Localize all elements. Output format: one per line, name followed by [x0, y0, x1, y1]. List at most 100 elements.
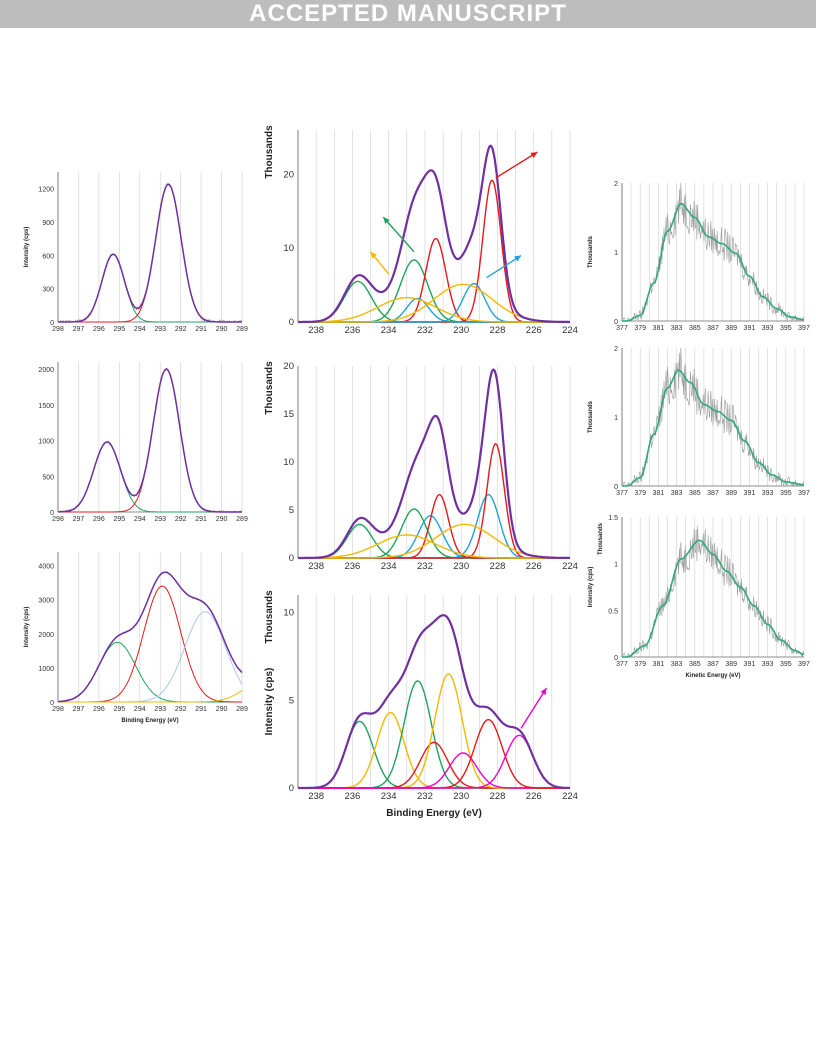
- x-tick-label: 226: [526, 791, 542, 802]
- x-tick-label: 234: [381, 561, 397, 572]
- green-component-peak: [298, 680, 570, 789]
- orange-component-peak: [58, 689, 243, 703]
- x-tick-label: 297: [73, 326, 85, 333]
- x-tick-label: 391: [744, 490, 756, 497]
- magenta-arrow-head: [540, 687, 547, 695]
- x-tick-label: 296: [93, 516, 105, 523]
- x-tick-label: 387: [707, 661, 719, 668]
- x-tick-label: 291: [195, 706, 207, 713]
- y-tick-label: 20: [283, 361, 294, 372]
- x-tick-label: 297: [73, 706, 85, 713]
- red-component-peak: [58, 368, 242, 513]
- x-tick-label: 389: [725, 490, 737, 497]
- y-tick-label: 10: [283, 243, 294, 254]
- x-tick-label: 377: [616, 325, 628, 332]
- x-tick-label: 395: [780, 490, 792, 497]
- x-tick-label: 383: [671, 661, 683, 668]
- green-component-peak: [298, 259, 570, 323]
- x-tick-label: 289: [236, 706, 248, 713]
- x-tick-label: 294: [134, 516, 146, 523]
- x-tick-label: 387: [707, 325, 719, 332]
- x-tick-label: 292: [175, 516, 187, 523]
- green-arrow-head: [383, 217, 390, 224]
- blue-arrow-head: [514, 255, 522, 262]
- raw-data-trace: [621, 347, 805, 488]
- raw-data-trace: [621, 526, 805, 659]
- x-tick-label: 385: [689, 490, 701, 497]
- x-tick-label: 393: [762, 661, 774, 668]
- y-tick-label: 1000: [38, 666, 54, 673]
- x-tick-label: 381: [653, 661, 665, 668]
- x-axis-label: Binding Energy (eV): [121, 718, 178, 724]
- y-axis-label: Thousands: [264, 361, 275, 415]
- x-tick-label: 298: [52, 326, 64, 333]
- y-tick-label: 0: [50, 320, 54, 327]
- x-tick-label: 385: [689, 661, 701, 668]
- y-tick-label: 20: [283, 169, 294, 180]
- green-component-peak: [298, 720, 570, 789]
- x-tick-label: 291: [195, 516, 207, 523]
- y-tick-label: 4000: [38, 564, 54, 571]
- grid: [57, 552, 243, 702]
- red-arrow-head: [530, 152, 538, 159]
- grid: [621, 348, 805, 486]
- x-tick-label: 289: [236, 516, 248, 523]
- x-tick-label: 292: [175, 326, 187, 333]
- envelope-fit: [58, 368, 242, 513]
- y-tick-label: 2000: [38, 632, 54, 639]
- red-component-peak: [298, 718, 570, 789]
- grid: [57, 362, 243, 512]
- y-tick-label: 0: [50, 700, 54, 707]
- y-tick-label: 2000: [38, 367, 54, 374]
- x-tick-label: 226: [526, 325, 542, 336]
- x-tick-label: 295: [113, 706, 125, 713]
- x-tick-label: 230: [453, 325, 469, 336]
- x-tick-label: 391: [744, 661, 756, 668]
- orange-component-peak: [298, 296, 570, 323]
- y-tick-label: 2: [614, 346, 618, 353]
- x-tick-label: 393: [762, 325, 774, 332]
- x-tick-label: 294: [134, 706, 146, 713]
- envelope-fit: [298, 368, 571, 560]
- blue-component-peak: [298, 282, 570, 323]
- x-tick-label: 379: [634, 490, 646, 497]
- x-tick-label: 234: [381, 325, 397, 336]
- red-component-peak: [298, 237, 570, 323]
- green-component-peak: [298, 280, 570, 323]
- red-component-peak: [298, 493, 570, 559]
- x-tick-label: 377: [616, 661, 628, 668]
- y-tick-label: 10: [283, 457, 294, 468]
- x-axis-label: Binding Energy (eV): [386, 808, 482, 819]
- y-tick-label: 1200: [38, 187, 54, 194]
- x-tick-label: 238: [308, 325, 324, 336]
- orange-arrow-head: [370, 251, 377, 259]
- blue-component-peak: [298, 297, 570, 323]
- x-tick-label: 293: [154, 516, 166, 523]
- x-tick-label: 230: [453, 561, 469, 572]
- x-tick-label: 224: [562, 791, 578, 802]
- x-tick-label: 293: [154, 706, 166, 713]
- x-tick-label: 296: [93, 706, 105, 713]
- x-tick-label: 230: [453, 791, 469, 802]
- lightblue-component-peak: [58, 611, 243, 703]
- x-tick-label: 395: [780, 661, 792, 668]
- x-tick-label: 292: [175, 706, 187, 713]
- x-tick-label: 238: [308, 561, 324, 572]
- y-tick-label: 10: [283, 608, 294, 619]
- x-tick-label: 397: [798, 325, 810, 332]
- x-tick-label: 389: [725, 325, 737, 332]
- magenta-component-peak: [298, 734, 571, 789]
- x-tick-label: 295: [113, 326, 125, 333]
- y-tick-label: 900: [42, 220, 54, 227]
- y-axis-label: Thousands: [264, 125, 275, 179]
- y-tick-label: 15: [283, 409, 294, 420]
- y-tick-label: 1: [614, 250, 618, 257]
- x-tick-label: 383: [671, 490, 683, 497]
- x-tick-label: 379: [634, 661, 646, 668]
- y-tick-label: 0: [50, 510, 54, 517]
